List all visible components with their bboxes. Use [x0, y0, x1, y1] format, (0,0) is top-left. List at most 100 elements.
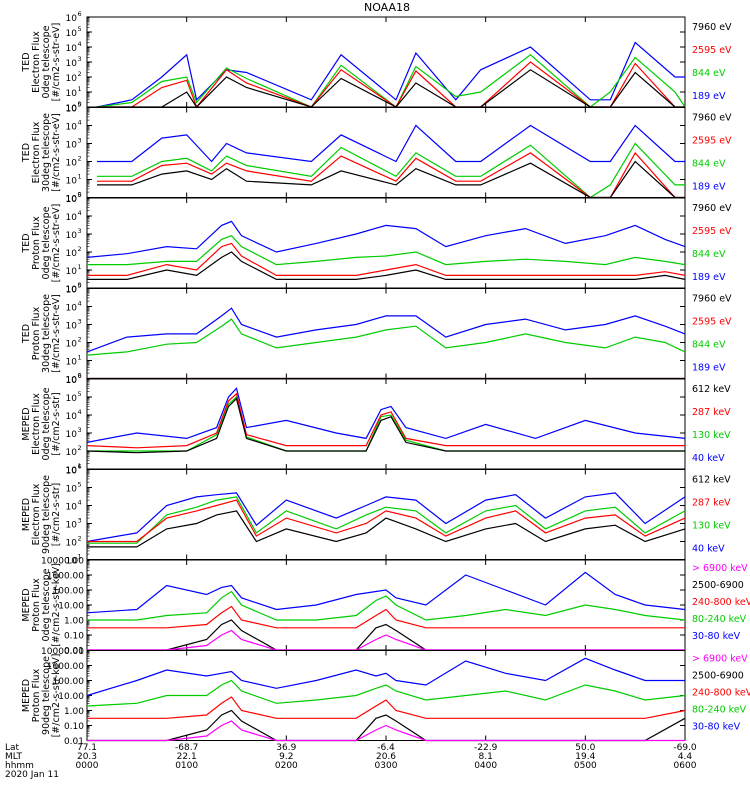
- series-line: [87, 234, 686, 266]
- y-tick-label: 10: [66, 44, 78, 54]
- mlt-tick-label: 9.2: [279, 752, 293, 762]
- legend-entry: 30-80 keV: [692, 722, 741, 733]
- y-tick-label: 10: [66, 503, 78, 513]
- series-line: [86, 392, 685, 449]
- y-tick-label: 10: [66, 195, 78, 205]
- panel-frame: [86, 16, 686, 108]
- panel-frame: [86, 107, 686, 198]
- lat-tick-label: 50.0: [575, 743, 595, 753]
- series-line: [97, 124, 685, 163]
- series-line: [97, 142, 685, 199]
- y-tick-label: 10: [66, 358, 78, 368]
- series-line: [86, 397, 685, 454]
- y-tick-exponent: 4: [78, 209, 82, 217]
- y-tick-label: 1.00: [64, 617, 84, 627]
- hhmm-tick-label: 0300: [375, 761, 398, 771]
- series-line: [87, 496, 686, 544]
- y-axis-label-line: 0deg telescope: [41, 568, 52, 641]
- y-tick-label: 10: [66, 104, 78, 114]
- lat-tick-label: -22.9: [474, 743, 498, 753]
- legend-entry: 2500-6900: [692, 671, 744, 682]
- y-tick-exponent: 1: [78, 85, 82, 93]
- y-axis-label: MEPEDElectron Flux90deg telescope[#/cm2-…: [21, 475, 62, 554]
- y-tick-label: 10: [66, 267, 78, 277]
- y-tick-exponent: 0: [78, 100, 82, 108]
- legend-entry: 130 keV: [692, 430, 731, 441]
- mlt-tick-label: 4.4: [678, 752, 693, 762]
- y-axis-label-line: 30deg telescope: [41, 113, 52, 192]
- y-axis-label-line: TED: [21, 324, 32, 344]
- legend-entry: 2595 eV: [692, 317, 732, 328]
- y-axis-label: TEDElectron Flux0deg telescope[#/cm2-s-s…: [21, 23, 62, 102]
- series-line: [86, 318, 686, 356]
- time-axis-row-label: Lat: [5, 743, 20, 753]
- panel-frame: [86, 197, 686, 289]
- y-tick-label: 10: [66, 159, 78, 169]
- y-axis-label: MEPEDProton Flux90deg telescope[#/cm2-s-…: [21, 654, 62, 738]
- y-tick-label: 10: [66, 394, 78, 404]
- y-tick-exponent: 6: [78, 463, 82, 471]
- y-tick-exponent: 2: [78, 444, 82, 452]
- y-axis-label: TEDProton Flux30deg telescope[#/cm2-s-st…: [21, 294, 62, 373]
- lat-tick-label: 36.9: [276, 743, 296, 753]
- mlt-tick-label: 22.1: [177, 752, 197, 762]
- series-line: [86, 571, 686, 614]
- legend-entry: 189 eV: [692, 272, 726, 283]
- y-tick-label: 10000.00: [41, 557, 84, 567]
- y-tick-label: 10: [66, 467, 78, 477]
- legend-entry: 7960 eV: [692, 113, 732, 124]
- time-axis-row-label: 2020 Jan 11: [5, 770, 59, 780]
- y-tick-exponent: 2: [78, 535, 82, 543]
- y-tick-exponent: 2: [78, 70, 82, 78]
- y-tick-exponent: 4: [78, 119, 82, 127]
- y-tick-exponent: 4: [78, 499, 82, 507]
- y-tick-label: 10: [66, 286, 78, 296]
- y-tick-label: 10: [66, 412, 78, 422]
- y-tick-label: 1000.00: [47, 572, 84, 582]
- y-tick-exponent: 2: [78, 155, 82, 163]
- y-tick-label: 10000.00: [41, 647, 84, 657]
- legend-entry: 40 keV: [692, 544, 725, 555]
- panel-meped-p-90: 0.010.101.0010.00100.001000.0010000.00ME…: [21, 647, 750, 747]
- y-axis-label-line: Proton Flux: [31, 216, 42, 270]
- legend-entry: 844 eV: [692, 340, 726, 351]
- y-tick-label: 0.01: [64, 647, 84, 657]
- time-axis-row-label: hhmm: [5, 761, 34, 771]
- y-axis-label-line: MEPED: [21, 588, 32, 621]
- y-tick-label: 0.10: [64, 632, 84, 642]
- legend-entry: 2595 eV: [692, 45, 732, 56]
- y-axis-label-line: Proton Flux: [31, 306, 42, 360]
- y-tick-exponent: 2: [78, 336, 82, 344]
- series-line: [87, 720, 685, 742]
- y-tick-label: 10: [66, 231, 78, 241]
- y-tick-label: 0.01: [64, 737, 84, 747]
- y-tick-label: 10: [66, 430, 78, 440]
- panel-meped-p-0: 0.010.101.0010.00100.001000.0010000.00ME…: [21, 557, 750, 657]
- y-tick-exponent: 3: [78, 426, 82, 434]
- series-line: [87, 251, 686, 280]
- legend-entry: 612 keV: [692, 475, 731, 486]
- lat-tick-label: -6.4: [377, 743, 395, 753]
- y-tick-label: 10: [66, 213, 78, 223]
- y-tick-label: 100.00: [53, 677, 85, 687]
- y-axis-label-line: [#/cm2-s-str-keV]: [51, 654, 62, 738]
- y-axis-label-line: MEPED: [21, 407, 32, 440]
- y-tick-label: 10: [66, 123, 78, 133]
- legend-entry: 844 eV: [692, 159, 726, 170]
- y-tick-label: 10: [66, 376, 78, 386]
- y-tick-exponent: 5: [78, 481, 82, 489]
- series-line: [86, 387, 686, 443]
- y-tick-exponent: 5: [78, 390, 82, 398]
- y-axis-label-line: 0deg telescope: [41, 206, 52, 279]
- lat-tick-label: -69.0: [673, 743, 697, 753]
- legend-entry: 130 keV: [692, 521, 731, 532]
- y-tick-exponent: 3: [78, 137, 82, 145]
- y-axis-label-line: Electron Flux: [31, 393, 42, 455]
- legend-entry: > 6900 keV: [692, 563, 748, 574]
- y-tick-label: 1000.00: [47, 662, 84, 672]
- y-tick-label: 10: [66, 557, 78, 567]
